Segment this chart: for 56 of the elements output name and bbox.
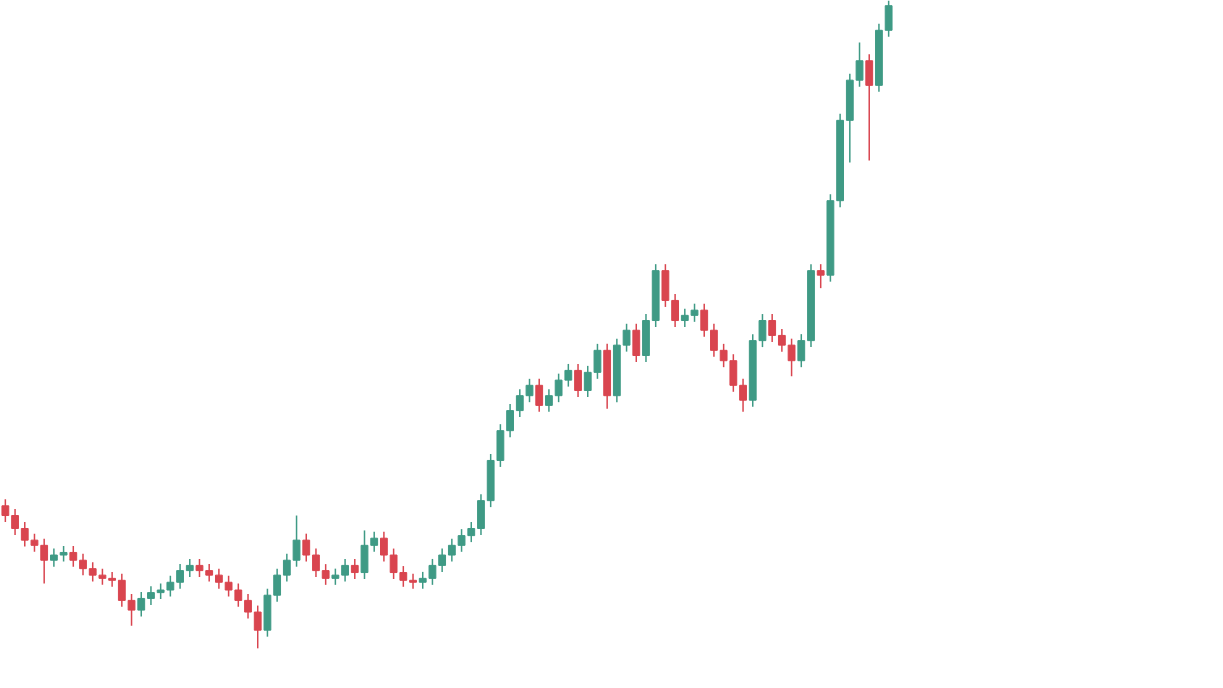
- candlestick: [554, 372, 563, 403]
- candlestick: [292, 514, 301, 568]
- candlestick: [321, 563, 330, 586]
- candlestick: [224, 575, 233, 598]
- candlestick: [457, 528, 466, 553]
- candlestick: [380, 530, 388, 563]
- candlestick: [409, 573, 417, 590]
- candlestick: [49, 547, 58, 568]
- candlestick: [40, 538, 49, 585]
- candlestick: [593, 343, 602, 380]
- candlestick: [30, 532, 39, 553]
- candlestick: [273, 567, 282, 603]
- candlestick: [234, 582, 243, 608]
- candlestick: [777, 328, 786, 353]
- candlestick: [341, 558, 349, 583]
- candlestick: [574, 363, 582, 398]
- candlestick: [166, 575, 175, 598]
- candlestick: [88, 561, 97, 583]
- candlestick: [797, 333, 806, 368]
- candlestick: [438, 547, 447, 573]
- candlestick: [137, 591, 146, 618]
- candlestick: [535, 378, 544, 413]
- candlestick: [680, 308, 689, 328]
- candlestick: [282, 553, 291, 583]
- candlestick: [1, 498, 10, 523]
- candlestick: [690, 302, 699, 323]
- candlestick: [215, 567, 223, 590]
- candlestick: [564, 363, 573, 388]
- candlestick: [467, 521, 476, 543]
- candlestick: [447, 538, 456, 563]
- candlestick: [108, 571, 117, 588]
- candlestick: [768, 313, 777, 343]
- candlestick: [506, 403, 514, 438]
- candlestick: [739, 378, 747, 413]
- candlestick: [787, 337, 796, 377]
- candlestick: [11, 508, 19, 536]
- candlestick: [302, 532, 311, 563]
- candlestick: [583, 365, 592, 398]
- candlestick: [545, 388, 553, 413]
- candlestick: [20, 521, 29, 548]
- candlestick: [147, 585, 155, 606]
- candlestick: [700, 302, 709, 338]
- candlestick: [428, 558, 437, 586]
- candlestick: [244, 593, 252, 620]
- candlestick: [312, 547, 320, 578]
- candlestick: [350, 558, 359, 580]
- candlestick: [253, 604, 262, 650]
- candlestick: [816, 263, 825, 289]
- candlestick: [185, 558, 194, 578]
- candlestick: [710, 323, 718, 358]
- candlestick: [671, 293, 679, 328]
- candlestick: [79, 553, 87, 576]
- candlestick: [69, 545, 78, 568]
- candlestick: [176, 563, 184, 590]
- candlestick: [622, 323, 631, 353]
- candlestick: [855, 41, 864, 88]
